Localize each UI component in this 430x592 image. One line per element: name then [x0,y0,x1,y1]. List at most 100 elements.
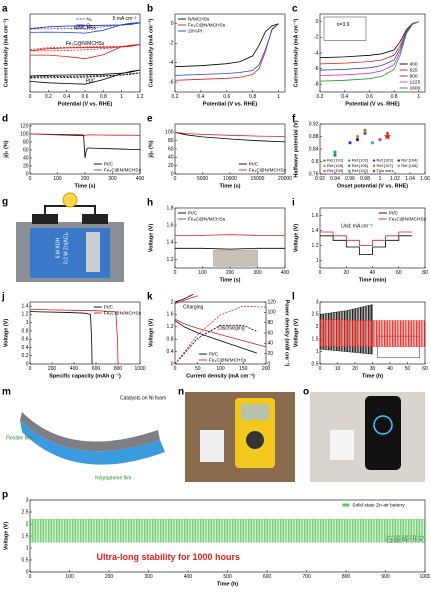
x-tick-label: 100 [216,366,225,372]
y-tick-label: 1.6 [312,213,319,219]
y-tick-label: 100 [165,130,174,136]
zn-electrode [86,232,100,272]
legend-swatch [348,169,351,173]
label: Flexible film [6,435,32,441]
x-tick-label: 0.8 [249,94,256,100]
y-tick-label: 0.92 [309,121,319,127]
x-axis-label: Time (s) [220,183,241,189]
label: 0.2 M Zn(AC)₂ [63,232,69,264]
inset-frame [323,16,367,41]
legend-label: 400 [410,61,418,67]
y-tick-label: 0 [171,21,174,27]
legend-label: Pt/C [104,304,114,310]
y-tick-label: 2 [26,521,29,527]
panel-label: i [292,198,295,209]
y-tick-label: 0 [171,361,174,367]
legend-label: Pt/C [389,210,399,216]
panel-label: d [2,114,8,125]
line [174,324,258,365]
y-tick-label: 0.5 [22,557,29,563]
x-tick-label: 0.96 [345,176,355,182]
x-tick-label: 0 [174,270,177,276]
x-tick-label: 150 [239,366,248,372]
legend-label: N/MCHSs [188,16,210,22]
annotation: Pt/C [86,78,96,84]
battery [330,430,354,460]
x-tick-label: 60 [422,366,428,372]
x-axis-label: Specific capacity (mAh g⁻¹) [49,372,121,379]
point [355,134,360,139]
legend-label: Pt/C [188,210,198,216]
x-tick-label: 0.6 [82,94,89,100]
legend-swatch [348,164,351,167]
cycling-band [319,319,426,347]
x-axis-label: Potential (V vs. RHE) [345,101,400,107]
x-tick-label: 30 [370,366,376,372]
x-tick-label: 0.98 [360,176,370,182]
legend-label: 625 [410,67,418,73]
x-tick-label: 0.8 [100,94,107,100]
x-tick-label: 0 [174,176,177,182]
x-tick-label: 0 [319,366,322,372]
y-tick-label: 80 [23,139,29,145]
x-tick-label: 0.94 [330,176,340,182]
charging-ring [373,415,393,435]
y-tick-label: -8 [314,82,319,88]
x-tick-label: 300 [253,270,262,276]
line [174,131,286,137]
y-tick-label: 20 [23,163,29,169]
battery [200,430,224,462]
panel-label: p [2,490,8,501]
x-tick-label: 200 [81,176,90,182]
x-tick-label: 0.4 [63,94,70,100]
legend-swatch [397,159,400,162]
x-tick-label: 300 [108,176,117,182]
x-tick-label: 100 [198,270,207,276]
y-tick-label: 100 [20,131,29,137]
line [175,234,285,236]
legend-label: Fe₃C@N/MCHSs [209,357,247,363]
x-tick-label: 40 [387,366,393,372]
panel-label: j [1,292,5,303]
annotation: Fe₃C@N/MCHSs [66,41,105,47]
line [174,305,267,365]
y-axis-label: Current density (mA cm⁻²) [2,18,9,87]
y-tick-label: -4 [314,50,319,56]
point [363,128,367,132]
plot-frame [29,301,141,365]
legend-label: Ref.[101] [327,158,343,163]
x-tick-label: 60 [396,270,402,276]
x-tick-label: 5000 [197,176,208,182]
legend-label: Ref.[104] [401,158,417,163]
legend-label: Ref.[107] [377,163,393,168]
y-tick-label: 0.8 [167,337,174,343]
y-tick-label: 120 [20,123,29,129]
annotation: N/MCHSs [74,25,97,31]
x-tick-label: 400 [184,574,193,580]
y-tick-label: 1.4 [22,303,29,309]
x-tick-label: 0.6 [223,94,230,100]
line [320,235,412,255]
x-tick-label: 0 [29,94,32,100]
x-tick-label: 1.02 [390,176,400,182]
phone [365,396,401,470]
y-tick-label: 1.4 [312,228,319,234]
y-tick-label: 0.8 [22,328,29,334]
x-tick-label: 200 [105,574,114,580]
line [29,309,119,365]
y2-tick-label: 40 [268,341,274,347]
legend-label: Fe₃C@N/MCHSs [188,216,226,222]
panel-label: f [292,114,296,125]
legend-label: O₂ [86,22,92,28]
y2-tick-label: 60 [268,330,274,336]
x-tick-label: 400 [70,366,79,372]
point [333,153,337,157]
y-tick-label: 40 [23,155,29,161]
y-tick-label: 1.6 [167,312,174,318]
y2-tick-label: 80 [268,320,274,326]
panel-label: h [147,198,153,209]
x-tick-label: 0 [29,366,32,372]
y-tick-label: 40 [168,155,174,161]
y-axis-label: Current density (mA cm⁻²) [147,18,154,87]
